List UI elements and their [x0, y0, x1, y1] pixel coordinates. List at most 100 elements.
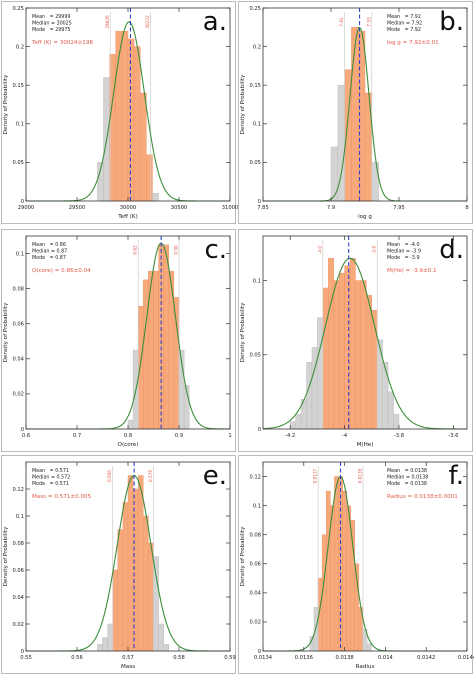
x-tick-label: 0.57: [122, 655, 134, 661]
panel-frame: [1, 229, 236, 452]
x-tick-label: 1: [228, 433, 231, 439]
y-tick-label: 0.1: [253, 278, 261, 284]
y-axis: 0 0.02 0.04 0.06 0.08 0.1 0.12: [12, 487, 230, 655]
result-text: Teff (K) = 30024±198: [31, 40, 93, 46]
x-tick-label: 0.014: [378, 655, 394, 661]
x-axis: 0.55 0.56 0.57 0.58 0.59: [20, 462, 236, 661]
x-tick-label: 0.0144: [458, 655, 474, 661]
histogram-bar: [387, 391, 394, 430]
gaussian-fit-curve: [262, 257, 467, 430]
x-axis-label: O(core): [118, 442, 139, 448]
histogram-bar-highlight: [366, 295, 372, 430]
x-tick-label: -3.8: [394, 433, 404, 439]
x-tick-label: 0.59: [224, 655, 236, 661]
y-axis-label: Density of Probability: [240, 74, 246, 134]
x-axis-label: Mass: [121, 664, 135, 670]
panel-letter: c.: [204, 235, 227, 265]
ci-label: 0.82: [133, 245, 138, 255]
y-tick-label: 0.02: [12, 392, 24, 398]
histogram-bar: [306, 361, 313, 430]
histogram-bar-highlight: [334, 476, 339, 652]
x-tick-label: 30500: [171, 205, 188, 211]
histogram-bar: [127, 420, 134, 430]
histogram-bar-highlight: [143, 279, 149, 430]
histogram-bar-highlight: [133, 46, 141, 202]
histogram-bar: [371, 162, 379, 202]
y-tick-label: 0.04: [12, 595, 24, 601]
stat-mean: Mean = 29999: [32, 14, 70, 20]
histogram-bar-highlight: [112, 569, 118, 652]
stat-median: Median = -3.9: [387, 249, 421, 255]
histogram-bar-highlight: [342, 490, 347, 652]
y-tick-label: 0.12: [12, 487, 24, 493]
x-tick-label: 29000: [18, 205, 35, 211]
y-axis: 0 0.05 0.1 0.15 0.2 0.25: [249, 6, 467, 205]
histogram-bar: [163, 644, 169, 652]
result-text: Mass = 0.571±0.005: [32, 494, 91, 500]
panel-b: 7.91 7.93 7.85 7.9 7.95 8 0 0.05 0.1 0.15 0.2 0.25 l…: [238, 1, 473, 224]
histogram-bar-highlight: [117, 529, 124, 652]
histogram-bar: [153, 556, 159, 652]
result-text: O(core) = 0.86±0.04: [32, 268, 91, 274]
result-text: M(He) = -3.9±0.1: [387, 268, 437, 274]
x-tick-label: 0.6: [22, 433, 30, 439]
y-tick-label: 0.06: [12, 568, 24, 574]
x-tick-label: -3.6: [448, 433, 458, 439]
x-axis: 29000 29500 30000 30500 31000: [18, 8, 239, 211]
stat-mode: Mode = 29975: [32, 27, 70, 33]
x-axis-label: Radius: [356, 664, 375, 670]
histogram-bar-highlight: [143, 515, 149, 652]
result-text: log g = 7.92±0.01: [387, 40, 439, 46]
histogram-bar-highlight: [140, 92, 147, 202]
x-tick-label: 0.7: [73, 433, 81, 439]
x-tick-label: 29500: [69, 205, 86, 211]
histogram-bar: [330, 146, 338, 202]
ci-label: 29826: [105, 15, 110, 29]
histogram-bar-highlight: [127, 38, 135, 202]
panel-letter: a.: [203, 7, 227, 37]
y-tick-label: 0: [21, 427, 24, 433]
x-tick-label: 0.58: [173, 655, 185, 661]
x-tick-label: -4: [342, 433, 348, 439]
histogram-bar: [97, 644, 103, 652]
histogram-bar: [366, 643, 372, 652]
histogram-bar-highlight: [326, 490, 331, 652]
y-axis: 0 0.05 0.1: [249, 278, 467, 433]
stat-median: Median = 7.92: [387, 21, 422, 27]
y-axis-label: Density of Probability: [3, 74, 9, 134]
plot-axes: [262, 461, 468, 652]
panel-letter: b.: [439, 7, 464, 37]
stat-mode: Mode = 0.87: [32, 255, 66, 261]
histogram-bar: [152, 193, 159, 202]
panel-letter: e.: [203, 461, 227, 491]
x-tick-label: 7.95: [393, 205, 405, 211]
x-axis: 0.0134 0.0136 0.0138 0.014 0.0142 0.0144: [254, 462, 474, 661]
y-axis-label: Density of Probability: [3, 302, 9, 362]
y-tick-label: 0.1: [253, 122, 261, 128]
y-tick-label: 0.04: [12, 357, 24, 363]
x-tick-label: 7.85: [257, 205, 269, 211]
x-tick-label: 30000: [120, 205, 137, 211]
y-axis-label: Density of Probability: [3, 526, 9, 586]
x-axis: 0.6 0.7 0.8 0.9 1: [22, 236, 232, 439]
panel-f: 0.0137 0.0139 0.0134 0.0136 0.0138 0.014 0.014…: [238, 455, 474, 674]
histogram-bar-highlight: [338, 272, 345, 430]
ci-label: 0.566: [107, 470, 112, 482]
panel-c: 0.82 0.900.6 0.7 0.8 0.9 100.020.040.060.080.…: [1, 229, 236, 452]
histogram-bar-highlight: [350, 519, 356, 652]
histogram-bar-highlight: [137, 305, 144, 430]
y-axis: 0 0.02 0.04 0.06 0.08 0.1 0.12: [249, 474, 467, 655]
y-tick-label: 0.08: [12, 541, 24, 547]
histogram-bar-highlight: [122, 502, 129, 652]
x-tick-label: 31000: [222, 205, 239, 211]
y-tick-label: 0.1: [16, 514, 24, 520]
x-tick-label: 0.8: [124, 433, 132, 439]
histogram-bar: [393, 413, 400, 430]
ci-label: -3.8: [372, 246, 377, 255]
histogram-bar-highlight: [173, 297, 180, 430]
